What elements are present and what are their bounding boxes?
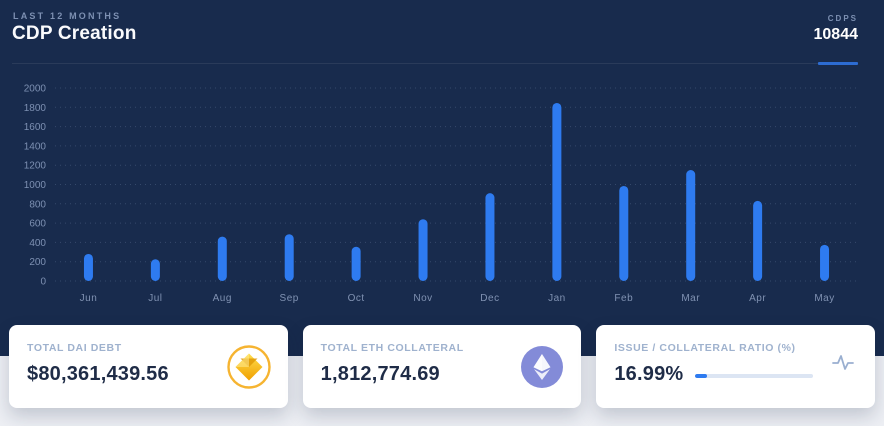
chart-bar-nov bbox=[418, 219, 428, 281]
ratio-progress-bar bbox=[695, 373, 814, 378]
cdp-creation-chart: 0 200 400 600 800 1000 1200 1400 1600 1800 2000 Jun… bbox=[0, 74, 884, 310]
page-title: CDP Creation bbox=[12, 23, 137, 44]
chart-bar-aug bbox=[217, 236, 227, 281]
y-axis-tick: 400 bbox=[29, 238, 46, 249]
chart-bar-apr bbox=[753, 200, 763, 281]
x-axis-label-jul: Jul bbox=[148, 293, 162, 304]
y-axis-tick: 1400 bbox=[24, 141, 47, 152]
header-divider bbox=[12, 63, 858, 64]
cdps-kpi-value: 10844 bbox=[813, 26, 859, 43]
chart-bar-may bbox=[820, 244, 830, 281]
dashboard-panel: LAST 12 MONTHS CDP Creation CDPS 10844 0… bbox=[0, 0, 884, 356]
y-axis-tick: 1600 bbox=[24, 122, 47, 133]
x-axis-label-jan: Jan bbox=[548, 293, 566, 304]
header-divider-accent bbox=[818, 62, 858, 65]
x-axis-label-may: May bbox=[814, 293, 834, 304]
x-axis-label-nov: Nov bbox=[413, 293, 432, 304]
issue-collateral-ratio-value: 16.99% bbox=[614, 363, 684, 385]
total-eth-collateral-value: 1,812,774.69 bbox=[320, 363, 440, 385]
x-axis-label-dec: Dec bbox=[480, 293, 499, 304]
y-axis-tick: 2000 bbox=[24, 84, 47, 95]
y-axis-tick: 1000 bbox=[24, 180, 47, 191]
chart-bar-oct bbox=[351, 246, 361, 281]
cdps-kpi-label: CDPS bbox=[827, 14, 858, 23]
total-eth-collateral-card[interactable]: TOTAL ETH COLLATERAL 1,812,774.69 bbox=[302, 325, 582, 408]
bar-chart-canvas: 0 200 400 600 800 1000 1200 1400 1600 1800 2000 Jun… bbox=[24, 84, 858, 304]
chart-bar-feb bbox=[619, 185, 629, 281]
x-axis-label-mar: Mar bbox=[681, 293, 700, 304]
chart-bar-dec bbox=[485, 193, 495, 281]
x-axis-label-oct: Oct bbox=[348, 293, 365, 304]
total-dai-debt-value: $80,361,439.56 bbox=[27, 363, 169, 385]
card-label: TOTAL DAI DEBT bbox=[27, 342, 122, 354]
y-axis-tick: 1200 bbox=[24, 161, 47, 172]
x-axis-label-aug: Aug bbox=[213, 293, 232, 304]
y-axis-tick: 0 bbox=[40, 277, 46, 288]
header-subtitle: LAST 12 MONTHS bbox=[13, 11, 122, 21]
y-axis-tick: 200 bbox=[29, 257, 46, 268]
chart-bar-jan bbox=[552, 102, 562, 281]
chart-bar-jul bbox=[150, 259, 160, 281]
eth-icon bbox=[519, 344, 565, 390]
stat-cards-row: TOTAL DAI DEBT $80,361,439.56 TOTAL ETH … bbox=[9, 325, 876, 408]
issue-collateral-ratio-card[interactable]: ISSUE / COLLATERAL RATIO (%) 16.99% bbox=[596, 325, 876, 408]
x-axis-label-apr: Apr bbox=[749, 293, 766, 304]
x-axis-label-feb: Feb bbox=[614, 293, 633, 304]
y-axis-tick: 1800 bbox=[24, 103, 47, 114]
y-axis-tick: 600 bbox=[29, 219, 46, 230]
pulse-icon bbox=[831, 351, 855, 375]
card-label: ISSUE / COLLATERAL RATIO (%) bbox=[614, 342, 796, 354]
chart-bar-sep bbox=[284, 234, 294, 281]
dai-icon bbox=[226, 344, 272, 390]
y-axis-tick: 800 bbox=[29, 199, 46, 210]
chart-bar-mar bbox=[686, 170, 696, 281]
card-label: TOTAL ETH COLLATERAL bbox=[320, 342, 464, 354]
chart-bar-jun bbox=[83, 253, 93, 281]
cdps-kpi-tab[interactable]: CDPS 10844 bbox=[778, 0, 859, 62]
x-axis-label-sep: Sep bbox=[280, 293, 299, 304]
x-axis-label-jun: Jun bbox=[80, 293, 98, 304]
header: LAST 12 MONTHS CDP Creation CDPS 10844 bbox=[0, 0, 884, 65]
total-dai-debt-card[interactable]: TOTAL DAI DEBT $80,361,439.56 bbox=[9, 325, 288, 408]
